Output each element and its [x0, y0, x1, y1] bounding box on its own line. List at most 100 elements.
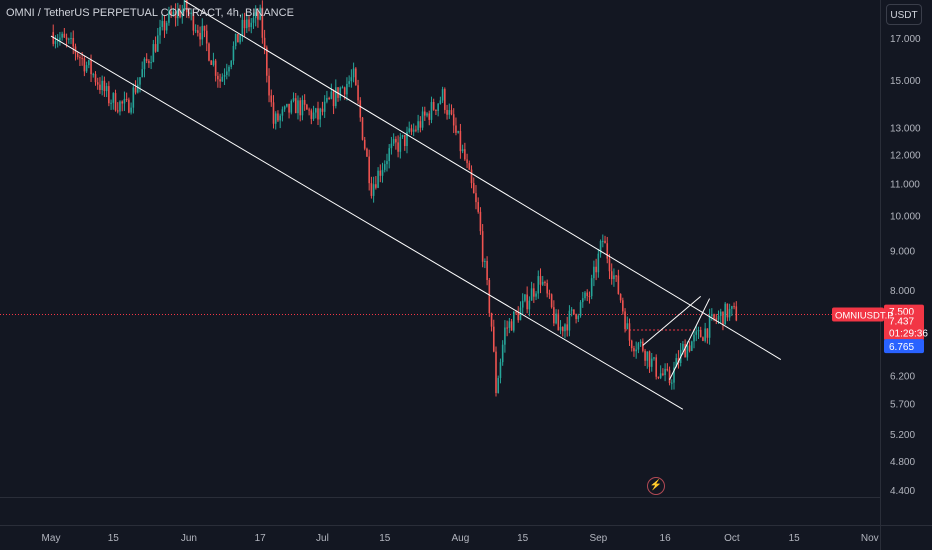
candle-body: [541, 281, 544, 285]
candle-body: [466, 159, 468, 164]
candle-body: [328, 98, 330, 100]
candle-body: [239, 35, 241, 43]
time-tick-label: 15: [517, 533, 529, 544]
price-tick-label: 5.700: [890, 399, 915, 410]
candle-body: [352, 68, 355, 78]
candle-body: [274, 113, 277, 124]
candle-body: [408, 128, 411, 132]
candle-body: [528, 300, 531, 310]
candle-body: [54, 41, 57, 44]
candle-body: [481, 231, 484, 262]
candle-body: [223, 75, 226, 77]
candle-body: [486, 260, 488, 281]
candle-body: [430, 101, 433, 120]
candle-body: [165, 22, 168, 31]
candle-body: [472, 183, 475, 194]
candle-body: [214, 60, 217, 76]
candle-body: [168, 11, 170, 23]
candle-body: [577, 315, 580, 320]
candle-body: [715, 318, 718, 320]
candle-body: [56, 40, 59, 42]
last-price-value: 7.437: [889, 316, 914, 327]
candle-body: [174, 11, 177, 19]
time-tick-label: Aug: [452, 533, 470, 544]
candle-body: [303, 99, 306, 105]
price-tick-label: 8.000: [890, 286, 915, 297]
candle-body: [610, 271, 613, 280]
candle-body: [201, 25, 204, 40]
candle-body: [546, 283, 548, 294]
candle-body: [159, 26, 161, 36]
candle-body: [733, 306, 735, 308]
candle-body: [152, 44, 155, 63]
candle-body: [339, 87, 342, 98]
candle-body: [655, 357, 657, 377]
candle-body: [484, 260, 486, 262]
candle-body: [702, 337, 704, 341]
candle-body: [508, 321, 511, 328]
candle-body: [517, 312, 520, 321]
candle-body: [593, 266, 595, 279]
candle-body: [506, 327, 508, 329]
currency-button[interactable]: USDT: [886, 4, 922, 25]
candle-body: [61, 33, 63, 38]
candle-body: [388, 148, 390, 162]
candle-body: [76, 53, 79, 58]
candle-body: [699, 329, 702, 338]
candle-body: [123, 98, 126, 104]
price-tick-label: 4.800: [890, 457, 915, 468]
candle-body: [359, 100, 362, 118]
candle-body: [397, 142, 399, 152]
candle-body: [217, 75, 219, 80]
candle-body: [597, 253, 600, 273]
candle-body: [401, 135, 404, 137]
candle-body: [595, 266, 597, 273]
candle-body: [584, 292, 586, 299]
candle-body: [143, 58, 146, 70]
candle-body: [297, 100, 299, 114]
candle-body: [116, 110, 119, 112]
candle-body: [395, 139, 397, 143]
candle-body: [192, 12, 195, 31]
candle-body: [668, 370, 671, 384]
candle-body: [728, 308, 731, 318]
candle-body: [492, 326, 495, 352]
candle-body: [357, 85, 359, 101]
candle-body: [363, 139, 366, 149]
candle-body: [259, 7, 261, 20]
candle-body: [662, 373, 664, 376]
time-tick-label: 16: [660, 533, 672, 544]
candle-body: [459, 131, 462, 152]
candle-body: [79, 57, 81, 59]
candle-body: [266, 47, 268, 76]
candle-body: [154, 44, 157, 52]
candle-body: [185, 0, 188, 13]
candle-body: [622, 300, 624, 312]
candle-body: [225, 71, 228, 76]
candle-body: [290, 100, 293, 113]
candle-body: [125, 98, 128, 100]
candle-body: [644, 350, 646, 361]
candle-body: [105, 86, 108, 92]
candle-body: [537, 276, 540, 294]
candle-body: [205, 30, 208, 44]
lightning-bolt-icon[interactable]: ⚡: [647, 477, 665, 495]
time-tick-label: Sep: [589, 533, 607, 544]
candle-body: [132, 87, 135, 108]
candle-body: [432, 101, 435, 110]
candle-body: [348, 81, 350, 84]
candle-body: [624, 311, 626, 329]
candle-body: [377, 170, 379, 188]
candle-body: [294, 98, 297, 114]
candle-body: [579, 302, 582, 316]
time-tick-label: 15: [379, 533, 391, 544]
candle-body: [343, 87, 346, 95]
price-tick-label: 10.000: [890, 211, 921, 222]
candle-body: [177, 10, 179, 19]
candle-body: [306, 104, 308, 110]
candle-body: [63, 33, 66, 38]
candle-body: [726, 303, 729, 318]
candle-body: [435, 109, 437, 111]
